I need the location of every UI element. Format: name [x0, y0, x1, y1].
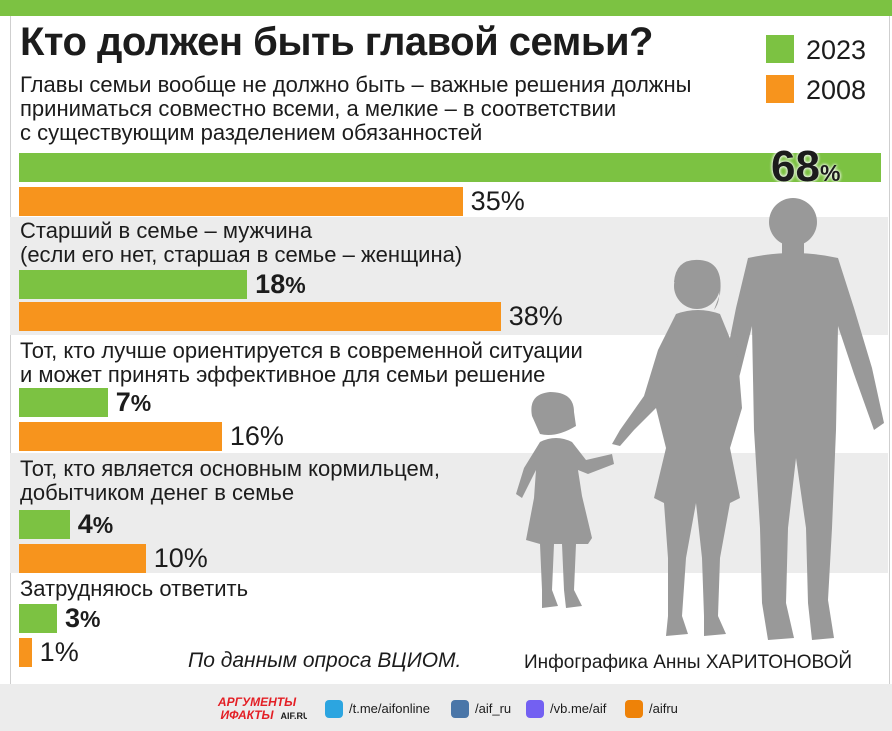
- logo-domain: AIF.RU: [281, 711, 308, 721]
- logo-line-1: АРГУМЕНТЫ: [217, 695, 297, 709]
- bar-2023-1: [19, 153, 881, 182]
- vk-link-label: /aif_ru: [475, 701, 512, 716]
- legend-swatch-2023: [766, 35, 794, 63]
- legend-swatch-2008: [766, 75, 794, 103]
- aif-logo[interactable]: АРГУМЕНТЫ ИФАКТЫ AIF.RU: [207, 695, 307, 721]
- value-label-2008-5: 1%: [39, 637, 79, 667]
- value-label-2008-2: 38%: [508, 301, 563, 331]
- category-label-2-line-1: Старший в семье – мужчина: [20, 218, 313, 243]
- odnoklassniki-link-label: /aifru: [649, 701, 678, 716]
- bar-2023-3: [19, 388, 108, 417]
- value-label-2023-1: 68%: [771, 142, 841, 191]
- value-label-2023-3: 7%: [115, 387, 152, 417]
- bar-2008-1: [19, 187, 463, 216]
- bar-2008-5: [19, 638, 32, 667]
- bar-2023-4: [19, 510, 70, 539]
- legend-label-2023: 2023: [806, 35, 867, 65]
- bar-2023-5: [19, 604, 58, 633]
- logo-line-2: ИФАКТЫ: [220, 708, 274, 721]
- viber-link-label: /vb.me/aif: [550, 701, 607, 716]
- infographic-credit: Инфографика Анны ХАРИТОНОВОЙ: [524, 652, 853, 673]
- category-band-4: [10, 453, 888, 573]
- value-label-2008-4: 10%: [153, 543, 208, 573]
- value-label-2023-5: 3%: [65, 603, 101, 633]
- vk-icon: [451, 700, 469, 718]
- category-label-1-line-3: с существующим разделением обязанностей: [20, 120, 483, 145]
- category-label-4-line-1: Тот, кто является основным кормильцем,: [20, 456, 440, 481]
- bar-2008-3: [19, 422, 222, 451]
- value-label-2008-3: 16%: [229, 421, 284, 451]
- category-label-3-line-2: и может принять эффективное для семьи ре…: [20, 362, 546, 387]
- category-label-4-line-2: добытчиком денег в семье: [20, 480, 295, 505]
- source-note: По данным опроса ВЦИОМ.: [188, 649, 462, 672]
- bar-2008-2: [19, 302, 501, 331]
- telegram-icon: [325, 700, 343, 718]
- category-label-2-line-2: (если его нет, старшая в семье – женщина…: [20, 242, 463, 267]
- category-label-1-line-1: Главы семьи вообще не должно быть – важн…: [20, 72, 692, 97]
- category-label-1-line-2: приниматься совместно всеми, а мелкие – …: [20, 96, 617, 121]
- value-label-2023-2: 18%: [255, 269, 306, 299]
- value-label-2023-4: 4%: [77, 509, 114, 539]
- chart-title: Кто должен быть главой семьи?: [20, 20, 653, 64]
- legend-label-2008: 2008: [806, 75, 867, 105]
- footer-bar: [0, 684, 892, 731]
- bar-2023-2: [19, 270, 248, 299]
- telegram-link-label: /t.me/aifonline: [349, 701, 430, 716]
- category-label-3-line-1: Тот, кто лучше ориентируется в современн…: [20, 338, 583, 363]
- odnoklassniki-icon: [625, 700, 643, 718]
- value-label-2008-1: 35%: [470, 186, 525, 216]
- top-accent-bar: [0, 0, 892, 16]
- viber-icon: [526, 700, 544, 718]
- category-label-5-line-1: Затрудняюсь ответить: [20, 576, 249, 601]
- bar-2008-4: [19, 544, 146, 573]
- family-silhouette-icon: [516, 198, 884, 640]
